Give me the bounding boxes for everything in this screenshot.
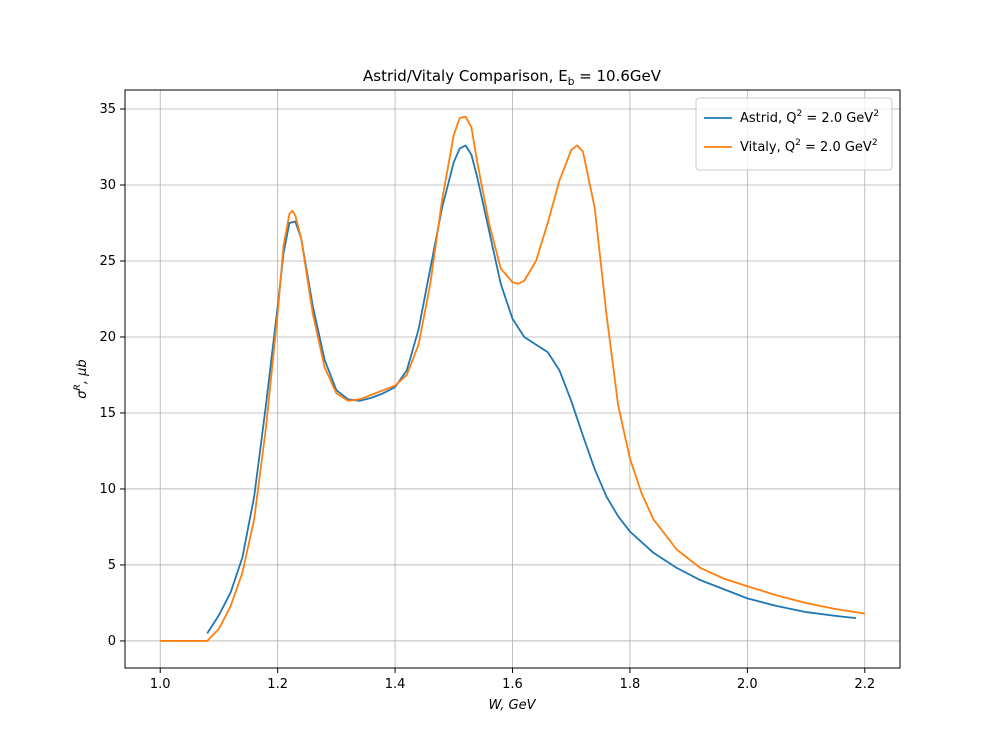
y-tick-label: 35 [99, 101, 116, 116]
y-tick-label: 10 [99, 481, 116, 496]
x-tick-label: 1.4 [385, 677, 406, 692]
x-tick-label: 2.2 [854, 677, 875, 692]
data-line [206, 144, 857, 634]
x-tick-label: 1.0 [150, 677, 171, 692]
y-tick-label: 20 [99, 329, 116, 344]
x-tick-label: 1.6 [502, 677, 523, 692]
x-tick-label: 1.8 [620, 677, 641, 692]
y-tick-label: 30 [99, 177, 116, 192]
legend-box [695, 97, 893, 171]
y-tick-label: 5 [108, 557, 116, 572]
y-tick-label: 25 [99, 253, 116, 268]
data-line [160, 115, 865, 642]
y-axis-label: σR, μb [73, 359, 90, 398]
plot-frame [124, 89, 901, 669]
legend-label: Astrid, Q2 = 2.0 GeV2 [740, 109, 879, 126]
legend-label: Vitaly, Q2 = 2.0 GeV2 [740, 138, 878, 155]
x-tick-label: 1.2 [267, 677, 288, 692]
x-tick-label: 2.0 [737, 677, 758, 692]
x-axis-label: W, GeV [488, 698, 536, 713]
chart-title: Astrid/Vitaly Comparison, Eb = 10.6GeV [363, 67, 662, 89]
y-tick-label: 0 [108, 633, 116, 648]
y-tick-label: 15 [99, 405, 116, 420]
